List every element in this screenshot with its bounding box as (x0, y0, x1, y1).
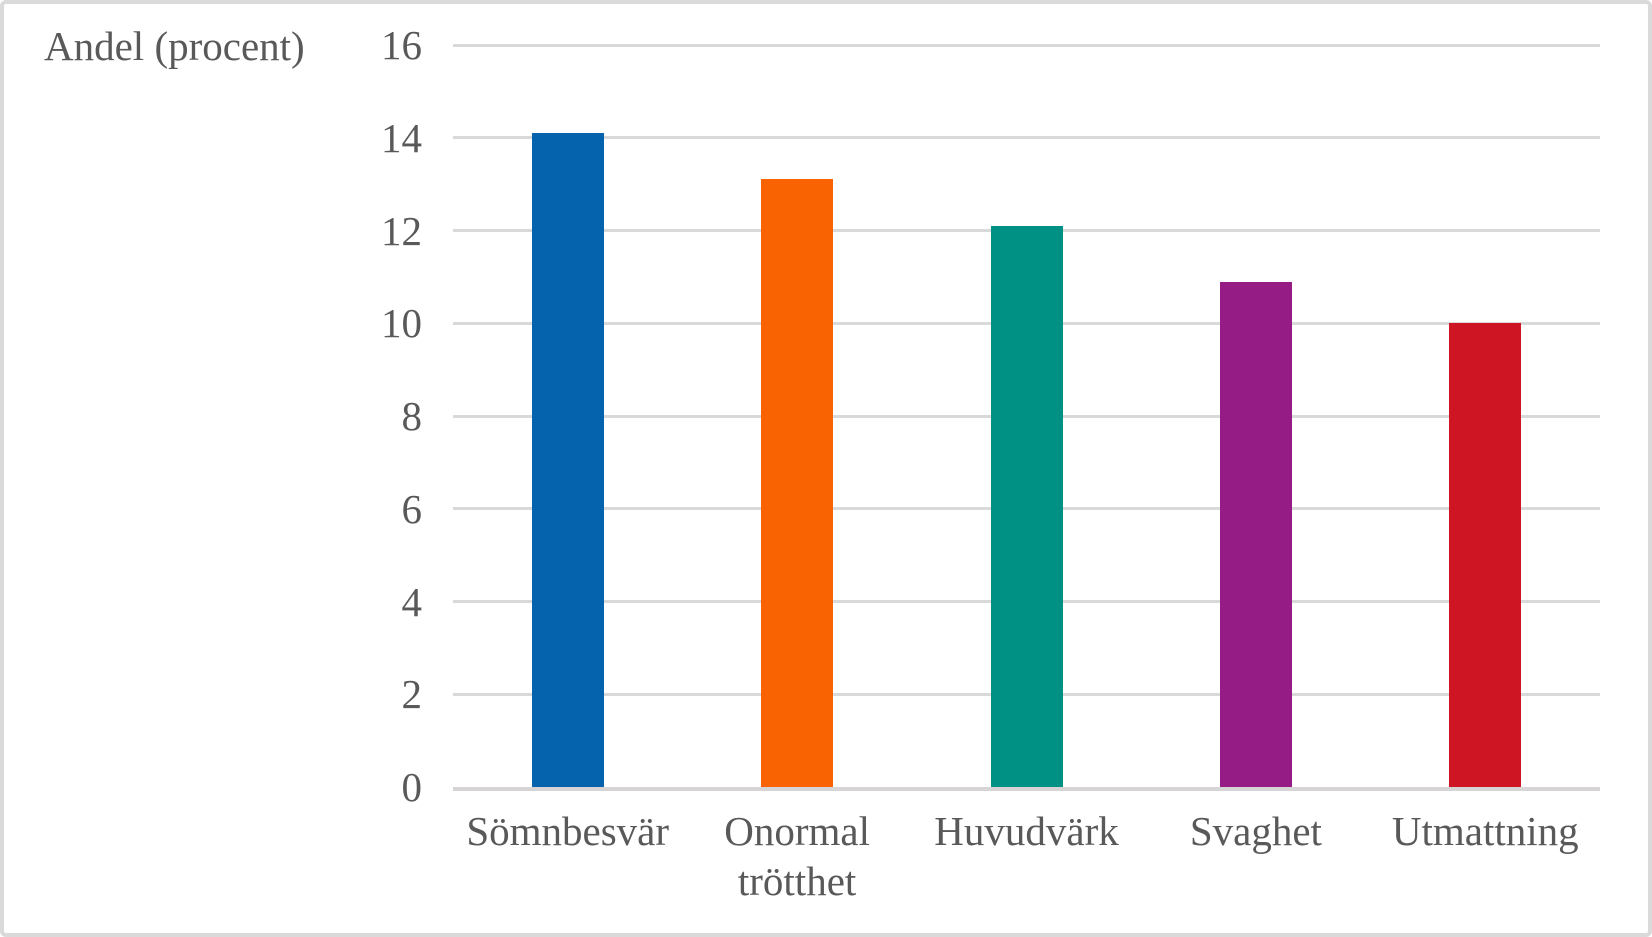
x-category-label: Onormal trötthet (724, 808, 870, 904)
y-tick-label: 10 (381, 300, 422, 347)
x-category-label: Huvudvärk (934, 808, 1119, 854)
y-tick-label: 14 (381, 114, 422, 161)
y-tick-label: 0 (401, 764, 423, 810)
bar-onormal-tr-tthet (761, 179, 834, 787)
bar-huvudv-rk (990, 225, 1063, 787)
bar-svaghet (1219, 281, 1292, 787)
y-tick-label: 4 (401, 578, 423, 625)
y-tick-label: 2 (401, 671, 423, 718)
y-axis-title: Andel (procent) (44, 23, 305, 69)
x-category-label: Sömnbesvär (466, 808, 670, 854)
y-tick-label: 12 (381, 207, 422, 254)
x-category-label: Svaghet (1189, 808, 1322, 854)
gridline (453, 43, 1600, 47)
y-tick-label: 8 (401, 393, 423, 439)
bar-s-mnbesv-r (531, 133, 604, 787)
gridline (453, 136, 1600, 140)
x-category-label: Utmattning (1391, 808, 1579, 854)
x-axis-line (453, 787, 1600, 791)
bar-utmattning (1449, 323, 1522, 787)
y-tick-label: 6 (401, 485, 423, 532)
y-tick-label: 16 (381, 22, 422, 68)
